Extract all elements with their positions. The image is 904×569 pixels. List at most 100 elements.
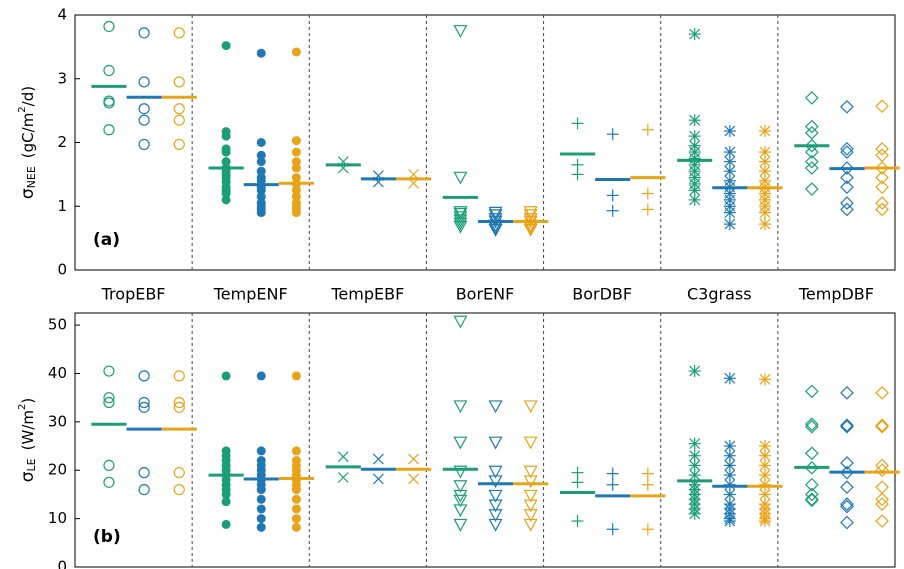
category-label: TempEBF (330, 285, 404, 304)
data-point (103, 365, 115, 377)
marker-shape (875, 385, 889, 400)
data-point (103, 476, 115, 488)
data-point (804, 419, 819, 434)
data-point (758, 373, 771, 386)
data-point (453, 400, 468, 414)
marker-shape (453, 220, 468, 234)
y-tick-label: 40 (48, 364, 67, 382)
y-label-unit: (W/m (19, 410, 37, 450)
y-tick-label: 30 (48, 412, 67, 430)
marker-shape (256, 208, 266, 218)
marker-stroke (759, 373, 771, 385)
y-tick-label: 3 (57, 69, 67, 87)
marker-stroke (689, 469, 701, 481)
data-point (840, 142, 854, 156)
marker-shape (453, 25, 468, 38)
marker-shape (256, 157, 266, 167)
marker-stroke (724, 440, 736, 452)
marker-shape (256, 150, 266, 160)
data-point (571, 168, 584, 181)
marker-shape (256, 166, 266, 176)
marker-shape (875, 514, 889, 528)
data-point (453, 220, 468, 234)
marker-shape (523, 213, 538, 226)
data-point (291, 522, 301, 532)
y-axis-label: σLE (W/m2) (17, 398, 38, 482)
marker-shape (138, 114, 150, 126)
data-point (488, 436, 503, 450)
data-point (840, 515, 854, 530)
data-point (523, 213, 538, 226)
data-point (804, 384, 819, 399)
data-point (523, 465, 538, 479)
marker-stroke (724, 165, 736, 177)
marker-shape (103, 476, 115, 488)
marker-shape (173, 76, 185, 88)
marker-shape (103, 365, 115, 377)
data-point (875, 196, 889, 210)
marker-stroke (759, 165, 771, 177)
data-point (488, 499, 503, 513)
data-point (291, 514, 301, 524)
data-point (138, 483, 150, 496)
marker-shape (453, 208, 468, 221)
data-point (571, 117, 584, 130)
marker-shape (840, 170, 854, 185)
marker-shape (488, 465, 503, 479)
data-point (840, 145, 854, 159)
marker-shape (840, 202, 854, 217)
data-point (723, 125, 736, 138)
marker-shape (173, 401, 185, 413)
marker-stroke (337, 472, 349, 483)
marker-shape (256, 176, 266, 186)
marker-shape (256, 48, 266, 58)
marker-shape (291, 185, 301, 195)
data-point (804, 119, 819, 134)
marker-shape (291, 163, 301, 173)
data-point (840, 385, 854, 400)
data-point (758, 440, 771, 453)
marker-shape (291, 522, 301, 532)
marker-shape (804, 384, 819, 399)
data-point (758, 449, 771, 462)
data-point (804, 182, 819, 196)
data-point (256, 157, 266, 167)
marker-shape (875, 497, 889, 511)
marker-shape (875, 180, 889, 194)
data-point (173, 27, 185, 39)
marker-shape (523, 400, 538, 414)
data-point (758, 218, 771, 231)
data-point (372, 473, 384, 485)
marker-shape (291, 47, 301, 57)
category-label: TempENF (213, 285, 288, 304)
data-point (758, 125, 771, 138)
data-point (173, 370, 185, 382)
data-point (173, 483, 185, 496)
marker-shape (804, 182, 819, 196)
data-point (804, 487, 819, 502)
data-point (256, 208, 266, 218)
y-tick-label: 2 (57, 133, 67, 151)
data-point (523, 223, 538, 237)
data-point (840, 456, 854, 470)
data-point (256, 48, 266, 58)
data-point (840, 419, 854, 434)
data-point (523, 206, 538, 219)
data-point (291, 504, 301, 514)
marker-shape (523, 518, 538, 532)
y-label-unit-end: ) (19, 398, 37, 404)
marker-shape (138, 103, 150, 115)
y-label-exponent: 2 (17, 404, 28, 410)
data-point (291, 157, 301, 167)
category-label: TropEBF (101, 285, 166, 304)
data-point (875, 458, 889, 473)
marker-shape (173, 467, 185, 479)
data-point (103, 392, 115, 404)
data-point (875, 419, 889, 434)
data-point (840, 499, 854, 514)
y-tick-label: 10 (48, 509, 67, 527)
data-point (173, 138, 185, 151)
data-point (291, 485, 301, 495)
marker-stroke (689, 508, 701, 520)
data-point (291, 208, 301, 218)
